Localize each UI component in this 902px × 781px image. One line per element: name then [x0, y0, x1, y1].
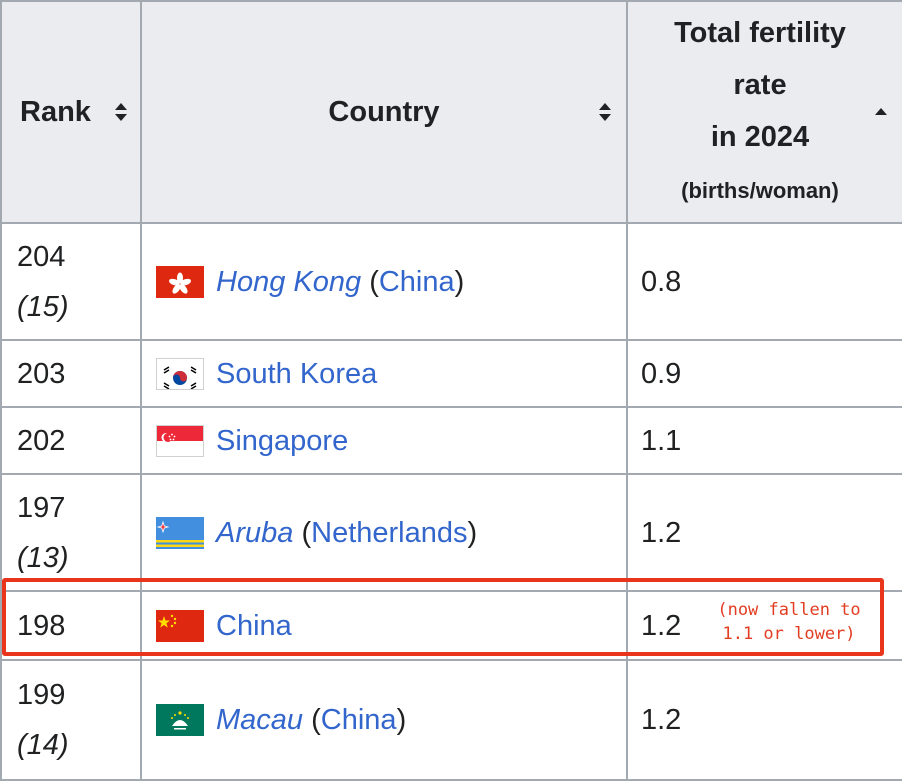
rate-header-line3: in 2024	[710, 121, 810, 153]
rate-cell: 1.2	[626, 473, 902, 592]
table-row: 198 China 1.2	[0, 590, 902, 661]
country-link-aruba[interactable]: Aruba	[216, 516, 294, 549]
rate-cell: 1.2	[626, 590, 902, 661]
rank-value: 202	[17, 424, 66, 457]
fertility-rate-column-header[interactable]: Total fertility rate in 2024 (births/wom…	[626, 0, 902, 224]
table-row: 203 South Korea	[0, 339, 902, 408]
rank-cell: 198	[0, 590, 142, 661]
rank-value: 198	[17, 609, 66, 642]
country-link-china[interactable]: China	[216, 609, 292, 642]
country-column-header[interactable]: Country	[140, 0, 628, 224]
country-header-label: Country	[328, 95, 440, 128]
rate-cell: 0.8	[626, 222, 902, 341]
parent-link-netherlands[interactable]: Netherlands	[311, 516, 468, 549]
country-cell: South Korea	[140, 339, 628, 408]
rate-cell: 1.1	[626, 406, 902, 475]
south-korea-flag-icon[interactable]	[156, 357, 204, 390]
parent-link-china[interactable]: China	[320, 704, 397, 736]
rank-cell: 203	[0, 339, 142, 408]
rank-cell: 197 (13)	[0, 473, 142, 592]
country-link-hong-kong[interactable]: Hong Kong	[216, 265, 362, 298]
country-link-south-korea[interactable]: South Korea	[216, 357, 378, 390]
sort-both-icon[interactable]	[114, 102, 128, 122]
table-row: 197 (13) Aruba (Netherlands) 1.2	[0, 473, 902, 592]
header-row: Rank Country Total fertility rate in 202…	[0, 0, 902, 224]
country-cell: Aruba (Netherlands)	[140, 473, 628, 592]
rank-header-label: Rank	[20, 95, 91, 128]
country-cell: Hong Kong (China)	[140, 222, 628, 341]
rate-cell: 1.2	[626, 659, 902, 781]
rank-value: 204	[17, 240, 66, 273]
rank-column-header[interactable]: Rank	[0, 0, 142, 224]
table-row: 199 (14) Macau (China) 1.2	[0, 659, 902, 781]
country-link-singapore[interactable]: Singapore	[216, 424, 349, 457]
annotation-line2: 1.1 or lower)	[722, 624, 856, 644]
country-cell: Macau (China)	[140, 659, 628, 781]
parent-link-china[interactable]: China	[378, 265, 455, 298]
rank-cell: 204 (15)	[0, 222, 142, 341]
hong-kong-flag-icon[interactable]	[156, 265, 204, 298]
rate-header-line4: (births/woman)	[681, 178, 839, 203]
rate-header-line1: Total fertility	[674, 17, 846, 49]
rank-cell: 202	[0, 406, 142, 475]
rank-value: 197	[17, 491, 66, 524]
table-row: 204 (15) Hong Kong (China)	[0, 222, 902, 341]
country-cell: Singapore	[140, 406, 628, 475]
sort-both-icon[interactable]	[598, 102, 612, 122]
sort-ascending-icon[interactable]	[874, 102, 888, 122]
annotation-line1: (now fallen to	[717, 600, 861, 620]
subrank-value: (13)	[17, 541, 69, 574]
rate-header-line2: rate	[733, 69, 787, 101]
table-row: 202 Singapore 1.1	[0, 406, 902, 475]
country-link-macau[interactable]: Macau	[216, 704, 304, 736]
rank-cell: 199 (14)	[0, 659, 142, 781]
aruba-flag-icon[interactable]	[156, 516, 204, 549]
subrank-value: (15)	[17, 290, 69, 323]
singapore-flag-icon[interactable]	[156, 424, 204, 457]
annotation-note: (now fallen to 1.1 or lower)	[700, 598, 878, 646]
china-flag-icon[interactable]	[156, 609, 204, 642]
rank-value: 203	[17, 357, 66, 390]
country-cell: China	[140, 590, 628, 661]
macau-flag-icon[interactable]	[156, 704, 204, 736]
rate-cell: 0.9	[626, 339, 902, 408]
subrank-value: (14)	[17, 729, 69, 761]
rank-value: 199	[17, 679, 66, 711]
